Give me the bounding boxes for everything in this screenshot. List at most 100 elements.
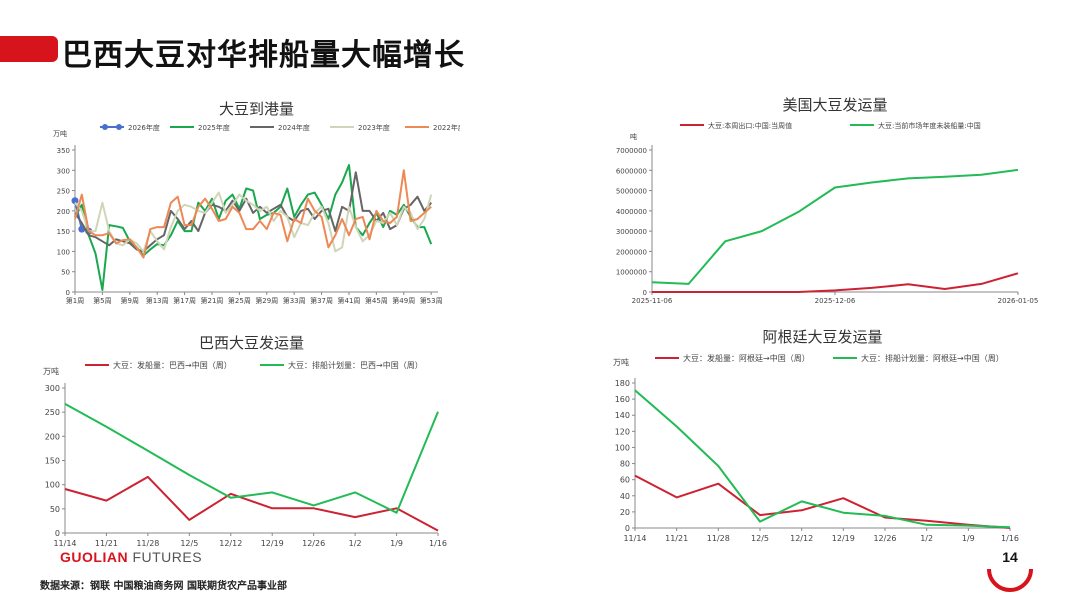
series-line [652,272,1019,293]
chart-title: 阿根廷大豆发运量 [762,328,882,346]
series-line [64,403,439,514]
brand-logo: GUOLIAN FUTURES [60,549,202,565]
chart-title: 大豆到港量 [219,100,294,118]
x-tick-label: 第29周 [255,296,278,305]
series-line [64,475,439,532]
y-tick-label: 200 [45,432,60,441]
y-tick-label: 140 [615,411,630,420]
x-tick-label: 11/21 [665,534,688,543]
x-tick-label: 12/12 [219,539,242,548]
page-number: 14 [1002,549,1018,565]
legend-label: 2026年度 [128,123,160,132]
legend-label: 大豆：发船量：阿根廷→中国（周） [683,353,810,363]
y-axis-unit: 万吨 [613,357,629,367]
x-tick-label: 第5周 [93,296,111,305]
y-tick-label: 250 [45,408,60,417]
chart-title: 美国大豆发运量 [782,96,887,114]
x-tick-label: 12/5 [180,539,198,548]
series-line [74,171,432,253]
x-tick-label: 第49周 [392,296,415,305]
x-tick-label: 第25周 [228,296,251,305]
y-tick-label: 0 [643,289,647,297]
y-tick-label: 350 [57,147,70,155]
x-tick-label: 第1周 [66,296,84,305]
series-line [651,168,1019,285]
y-tick-label: 250 [57,188,70,196]
y-tick-label: 40 [620,492,630,501]
legend-label: 大豆:当前市场年度未装船量:中国 [878,121,981,130]
x-tick-label: 12/19 [832,534,855,543]
x-tick-label: 第13周 [146,296,169,305]
x-tick-label: 12/26 [302,539,325,548]
data-source-note: 数据来源：钢联 中国粮油商务网 国联期货农产品事业部 [40,581,287,592]
chart-title: 巴西大豆发运量 [199,334,304,352]
x-tick-label: 2025-12-06 [815,297,856,305]
y-axis-unit: 吨 [630,132,637,141]
x-tick-label: 1/16 [429,539,447,548]
y-tick-label: 20 [620,508,630,517]
x-tick-label: 11/14 [623,534,646,543]
y-tick-label: 150 [57,228,70,236]
brazil-shipments-chart: 巴西大豆发运量万吨 大豆：发船量：巴西→中国（周） 大豆：排船计划量：巴西→中国（周… [30,330,460,555]
brand-main-text: GUOLIAN [60,549,129,565]
y-tick-label: 4000000 [616,208,647,216]
y-tick-label: 120 [615,427,630,436]
x-tick-label: 12/5 [751,534,769,543]
y-tick-label: 300 [45,384,60,393]
page-number-badge: 14 [985,547,1033,592]
us-shipments-chart: 美国大豆发运量吨 大豆:本周出口:中国:当周值 大豆:当前市场年度未装船量:中国 0 1… [590,92,1040,317]
y-tick-label: 300 [57,167,70,175]
x-tick-label: 11/28 [707,534,730,543]
y-tick-label: 100 [57,248,70,256]
y-axis-unit: 万吨 [43,366,59,376]
legend-label: 2025年度 [198,123,230,132]
title-accent-bar [0,36,58,62]
y-tick-label: 5000000 [616,188,647,196]
x-tick-label: 1/2 [920,534,933,543]
y-tick-label: 6000000 [616,167,647,175]
y-tick-label: 50 [50,505,60,514]
legend-label: 大豆：发船量：巴西→中国（周） [113,360,232,370]
x-tick-label: 第41周 [338,296,361,305]
legend-marker [116,124,122,130]
y-tick-label: 60 [620,476,630,485]
x-tick-label: 12/12 [790,534,813,543]
x-tick-label: 11/28 [136,539,159,548]
series-line [634,389,1011,529]
y-tick-label: 100 [45,481,60,490]
brand-sub-text: FUTURES [128,549,203,565]
legend-marker [102,124,108,130]
legend-label: 大豆:本周出口:中国:当周值 [708,121,792,130]
y-axis-unit: 万吨 [53,129,67,138]
x-tick-label: 1/9 [962,534,975,543]
series-line [74,164,433,291]
x-tick-label: 第17周 [173,296,196,305]
x-tick-label: 1/2 [349,539,362,548]
legend-label: 2022年度 [433,123,460,132]
legend-label: 2023年度 [358,123,390,132]
y-tick-label: 160 [615,395,630,404]
x-tick-label: 第33周 [283,296,306,305]
x-tick-label: 第45周 [365,296,388,305]
y-tick-label: 0 [55,529,60,538]
page-number-arc-icon [987,568,1033,592]
x-tick-label: 12/19 [261,539,284,548]
series-line [634,474,1011,529]
x-tick-label: 第53周 [420,296,443,305]
x-tick-label: 第21周 [201,296,224,305]
x-tick-label: 1/16 [1001,534,1019,543]
x-tick-label: 第9周 [121,296,139,305]
x-tick-label: 2025-11-06 [632,297,673,305]
series-line [74,169,432,259]
legend-label: 大豆：排船计划量：巴西→中国（周） [288,360,423,370]
y-tick-label: 3000000 [616,228,647,236]
y-tick-label: 200 [57,208,70,216]
y-tick-label: 7000000 [616,147,647,155]
page-title: 巴西大豆对华排船量大幅增长 [62,38,465,73]
series-point [71,197,79,205]
